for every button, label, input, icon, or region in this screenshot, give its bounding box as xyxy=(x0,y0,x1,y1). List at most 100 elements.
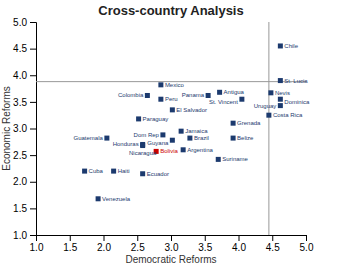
point-label: Uruguay xyxy=(254,103,277,109)
y-tick: 2.5 xyxy=(13,150,36,161)
point-label: Bolivia xyxy=(160,148,178,154)
point xyxy=(206,93,211,98)
point-label: Brazil xyxy=(194,135,209,141)
x-tick-label: 3.5 xyxy=(198,242,212,253)
point-labels: ChileSt. LuciaNevisDominicaUruguayCosta … xyxy=(74,43,311,202)
point xyxy=(136,116,141,121)
point-label: Haiti xyxy=(118,168,130,174)
point-label: St. Vincent xyxy=(209,99,238,105)
point xyxy=(231,136,236,141)
x-tick-label: 3.0 xyxy=(165,242,179,253)
point xyxy=(187,136,192,141)
x-tick-label: 1.0 xyxy=(30,242,44,253)
x-tick-mark xyxy=(171,235,172,241)
point-label: Jamaica xyxy=(185,128,208,134)
y-tick: 2.0 xyxy=(13,176,36,187)
point xyxy=(145,93,150,98)
point xyxy=(216,157,221,162)
y-tick-label: 3.0 xyxy=(13,123,27,134)
y-tick-mark xyxy=(30,182,36,183)
y-tick-label: 4.5 xyxy=(13,43,27,54)
point-label: Suriname xyxy=(222,156,248,162)
y-axis-line xyxy=(30,23,37,236)
x-tick-mark xyxy=(272,235,273,241)
point-label: Dominica xyxy=(284,99,310,105)
y-tick-mark xyxy=(30,208,36,209)
x-tick-mark xyxy=(205,235,206,241)
y-tick-label: 2.5 xyxy=(13,150,27,161)
y-tick: 5.0 xyxy=(13,17,36,28)
y-tick-label: 2.0 xyxy=(13,176,27,187)
x-tick: 3.0 xyxy=(165,235,179,253)
x-tick-mark xyxy=(137,235,138,241)
x-axis: 1.01.52.02.53.03.54.04.55.0 xyxy=(30,235,314,253)
y-tick-label: 3.5 xyxy=(13,97,27,108)
y-tick-mark xyxy=(30,49,36,50)
y-tick: 3.0 xyxy=(13,123,36,134)
plot-area xyxy=(36,22,306,235)
chart: 1.0 1.5 2.0 2.5 3.0 3.5 4.0 4.5 5.0 1.0 1.5 2.0 2.5 3… xyxy=(0,0,340,267)
y-axis-title: Economic Reforms xyxy=(1,86,12,170)
point-label: Grenada xyxy=(237,120,261,126)
point xyxy=(160,132,165,137)
point xyxy=(82,169,87,174)
y-tick-mark xyxy=(30,155,36,156)
point xyxy=(278,97,283,102)
point xyxy=(239,97,244,102)
point-label: El Salvador xyxy=(176,107,207,113)
y-tick-label: 4.0 xyxy=(13,70,27,81)
point-label: Guatemala xyxy=(74,135,104,141)
y-tick: 3.5 xyxy=(13,97,36,108)
y-tick-label: 1.0 xyxy=(13,230,27,241)
x-tick: 5.0 xyxy=(300,235,314,253)
x-tick: 2.5 xyxy=(131,235,145,253)
point xyxy=(217,90,222,95)
x-tick: 4.5 xyxy=(266,235,280,253)
point xyxy=(278,103,283,108)
point-label: Antigua xyxy=(224,89,245,95)
title: Cross-country Analysis xyxy=(98,3,243,18)
x-tick: 2.0 xyxy=(97,235,111,253)
y-tick-mark xyxy=(30,129,36,130)
point-label: Dom Rep xyxy=(134,132,160,138)
reference-line-x xyxy=(268,22,269,235)
point-label: Chile xyxy=(284,43,298,49)
x-tick-label: 1.5 xyxy=(63,242,77,253)
point xyxy=(158,97,163,102)
point xyxy=(170,107,175,112)
point-label: Guyana xyxy=(147,140,169,146)
point xyxy=(104,136,109,141)
point xyxy=(181,147,186,152)
x-tick-mark xyxy=(306,235,307,241)
point xyxy=(278,43,283,48)
point xyxy=(140,171,145,176)
y-tick: 4.0 xyxy=(13,70,36,81)
point-label: Cuba xyxy=(89,168,104,174)
point-label: Honduras xyxy=(113,141,139,147)
x-axis-line xyxy=(37,236,307,242)
point-label: Nicaragua xyxy=(129,150,157,156)
x-tick-label: 2.5 xyxy=(131,242,145,253)
point-label: Belize xyxy=(237,135,254,141)
point xyxy=(268,90,273,95)
x-tick: 1.5 xyxy=(63,235,77,253)
x-tick-label: 4.5 xyxy=(266,242,280,253)
point xyxy=(170,138,175,143)
x-axis-title: Democratic Reforms xyxy=(125,254,216,265)
point-label: Costa Rica xyxy=(273,112,303,118)
x-tick: 3.5 xyxy=(198,235,212,253)
y-axis: 1.0 1.5 2.0 2.5 3.0 3.5 4.0 4.5 5.0 xyxy=(13,17,36,241)
y-tick-mark xyxy=(30,102,36,103)
point-label: Paraguay xyxy=(143,116,169,122)
point-label: Mexico xyxy=(165,82,185,88)
y-tick: 1.5 xyxy=(13,203,36,214)
point-label: Ecuador xyxy=(147,171,169,177)
point-label: Panama xyxy=(182,92,205,98)
x-tick: 1.0 xyxy=(30,235,44,253)
y-tick-label: 5.0 xyxy=(13,17,27,28)
point-label: Argentina xyxy=(187,147,213,153)
point xyxy=(111,169,116,174)
point xyxy=(266,113,271,118)
y-tick-mark xyxy=(30,22,36,23)
x-tick-label: 5.0 xyxy=(300,242,314,253)
